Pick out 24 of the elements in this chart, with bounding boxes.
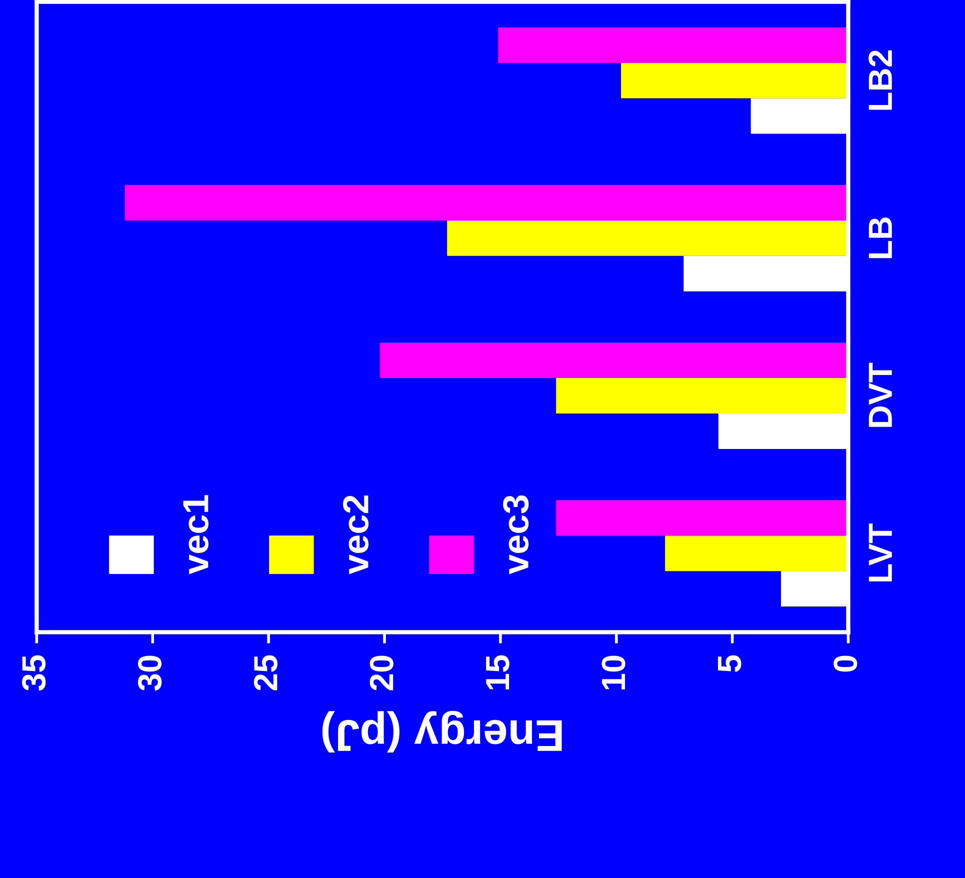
- x-tick-label: 10: [602, 656, 626, 690]
- x-tick-label: 0: [834, 656, 858, 672]
- y-tick-label: DVT: [868, 362, 892, 427]
- legend-label: vec1: [183, 495, 208, 574]
- bar: [498, 27, 848, 63]
- x-tick-label: 25: [254, 655, 278, 690]
- y-tick-label: LB: [868, 217, 892, 258]
- bar: [556, 500, 848, 536]
- bar: [665, 536, 848, 572]
- bar: [620, 62, 848, 98]
- bar: [380, 342, 848, 378]
- legend-label: vec2: [342, 496, 369, 574]
- y-tick-label: LVT: [868, 523, 892, 582]
- bar: [556, 378, 848, 414]
- x-tick-label: 15: [486, 655, 510, 690]
- x-tick-label: 20: [370, 656, 394, 690]
- bar: [447, 220, 848, 256]
- x-tick-label: 30: [138, 656, 162, 691]
- y-tick-label: LB2: [868, 50, 892, 110]
- legend-label: vec3: [503, 495, 529, 574]
- x-tick-label: 5: [718, 655, 742, 672]
- x-axis-title: Energy (pJ): [322, 710, 562, 753]
- bar: [124, 184, 848, 220]
- x-tick-label: 35: [22, 655, 46, 691]
